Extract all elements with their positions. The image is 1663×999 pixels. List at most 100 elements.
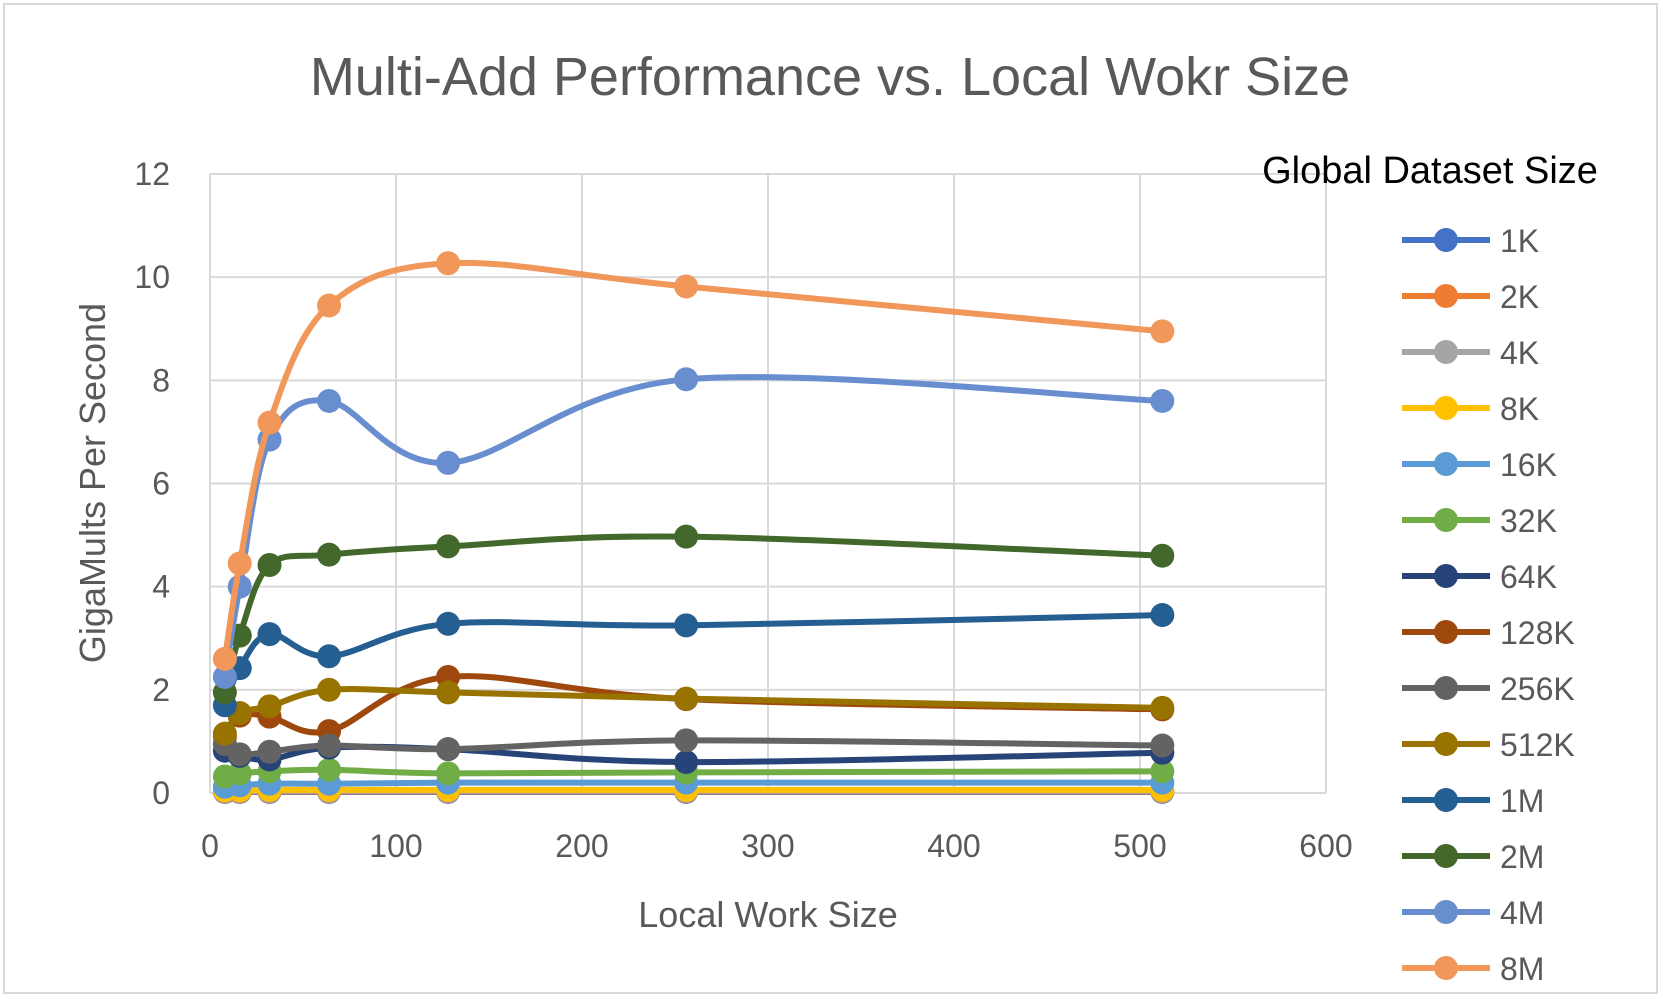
legend-item-4m: 4M: [1402, 895, 1544, 931]
data-point: [257, 410, 282, 435]
data-point: [674, 367, 699, 392]
chart-frame: [3, 3, 1658, 994]
data-point: [674, 686, 699, 711]
legend-swatch-marker: [1434, 396, 1458, 420]
data-point: [1150, 695, 1175, 720]
legend-label: 128K: [1500, 615, 1575, 651]
x-axis-title: Local Work Size: [638, 894, 897, 935]
data-point: [257, 553, 282, 578]
legend-item-2m: 2M: [1402, 839, 1544, 875]
data-point: [317, 542, 342, 567]
data-point: [317, 733, 342, 758]
legend-swatch-marker: [1434, 956, 1458, 980]
y-tick-label: 6: [152, 466, 170, 502]
series-line: [221, 533, 1166, 696]
x-tick-label: 200: [555, 828, 608, 864]
x-tick-labels: 0 100 200 300 400 500 600: [201, 828, 1353, 864]
data-point: [227, 761, 252, 786]
data-point: [317, 644, 342, 669]
data-point: [212, 721, 237, 746]
data-point: [674, 274, 699, 299]
legend-label: 64K: [1500, 559, 1557, 595]
data-point: [227, 742, 252, 767]
data-point: [436, 251, 461, 276]
legend-swatch-marker: [1434, 228, 1458, 252]
legend-label: 1M: [1500, 783, 1544, 819]
data-point: [436, 534, 461, 559]
legend-label: 4K: [1500, 335, 1539, 371]
legend-swatch-marker: [1434, 452, 1458, 476]
x-tick-label: 0: [201, 828, 219, 864]
legend-swatch-marker: [1434, 788, 1458, 812]
data-point: [1150, 388, 1175, 413]
data-point: [1150, 733, 1175, 758]
legend-title: Global Dataset Size: [1262, 150, 1598, 192]
data-point: [317, 293, 342, 318]
data-point: [257, 694, 282, 719]
legend-swatch-marker: [1434, 732, 1458, 756]
legend-item-4k: 4K: [1402, 335, 1539, 371]
x-tick-label: 400: [927, 828, 980, 864]
legend-item-2k: 2K: [1402, 279, 1539, 315]
legend-item-32k: 32K: [1402, 503, 1557, 539]
y-tick-label: 12: [134, 156, 170, 192]
data-point: [1150, 319, 1175, 344]
data-point: [212, 664, 237, 689]
legend-item-1m: 1M: [1402, 783, 1544, 819]
data-point: [317, 677, 342, 702]
data-point: [436, 761, 461, 786]
series-512k: [212, 677, 1175, 746]
x-tick-label: 300: [741, 828, 794, 864]
legend: Global Dataset Size 1K 2K 4K 8K 16K 32K 64K 128…: [1262, 150, 1598, 987]
y-tick-label: 2: [152, 672, 170, 708]
y-axis-title: GigaMults Per Second: [72, 303, 113, 663]
legend-swatch-marker: [1434, 508, 1458, 532]
legend-label: 1K: [1500, 223, 1539, 259]
legend-item-8m: 8M: [1402, 951, 1544, 987]
data-point: [674, 750, 699, 775]
data-point: [436, 450, 461, 475]
series-line: [221, 374, 1166, 680]
legend-label: 2K: [1500, 279, 1539, 315]
x-tick-label: 500: [1113, 828, 1166, 864]
data-point: [1150, 543, 1175, 568]
y-tick-label: 10: [134, 259, 170, 295]
legend-item-8k: 8K: [1402, 391, 1539, 427]
y-tick-label: 4: [152, 569, 170, 605]
data-point: [1150, 759, 1175, 784]
legend-label: 32K: [1500, 503, 1557, 539]
series-8m: [212, 251, 1175, 671]
series-2m: [212, 524, 1175, 705]
data-point: [257, 622, 282, 647]
legend-label: 8K: [1500, 391, 1539, 427]
plot-area: [212, 251, 1175, 804]
legend-item-1k: 1K: [1402, 223, 1539, 259]
data-point: [212, 646, 237, 671]
legend-item-16k: 16K: [1402, 447, 1557, 483]
series-256k: [212, 728, 1175, 767]
legend-item-64k: 64K: [1402, 559, 1557, 595]
x-tick-label: 100: [369, 828, 422, 864]
legend-item-512k: 512K: [1402, 727, 1575, 763]
legend-swatch-marker: [1434, 340, 1458, 364]
legend-swatch-marker: [1434, 900, 1458, 924]
data-point: [674, 524, 699, 549]
chart-title: Multi-Add Performance vs. Local Wokr Siz…: [310, 47, 1350, 107]
series-4m: [212, 367, 1175, 689]
legend-swatch-marker: [1434, 676, 1458, 700]
series-1m: [212, 603, 1175, 718]
legend-label: 16K: [1500, 447, 1557, 483]
legend-label: 4M: [1500, 895, 1544, 931]
legend-swatch-marker: [1434, 284, 1458, 308]
legend-item-256k: 256K: [1402, 671, 1575, 707]
data-point: [227, 551, 252, 576]
legend-label: 512K: [1500, 727, 1575, 763]
data-point: [1150, 603, 1175, 628]
data-point: [436, 680, 461, 705]
legend-swatch-marker: [1434, 844, 1458, 868]
y-tick-label: 0: [152, 775, 170, 811]
data-point: [674, 728, 699, 753]
legend-label: 2M: [1500, 839, 1544, 875]
data-point: [317, 757, 342, 782]
data-point: [257, 739, 282, 764]
